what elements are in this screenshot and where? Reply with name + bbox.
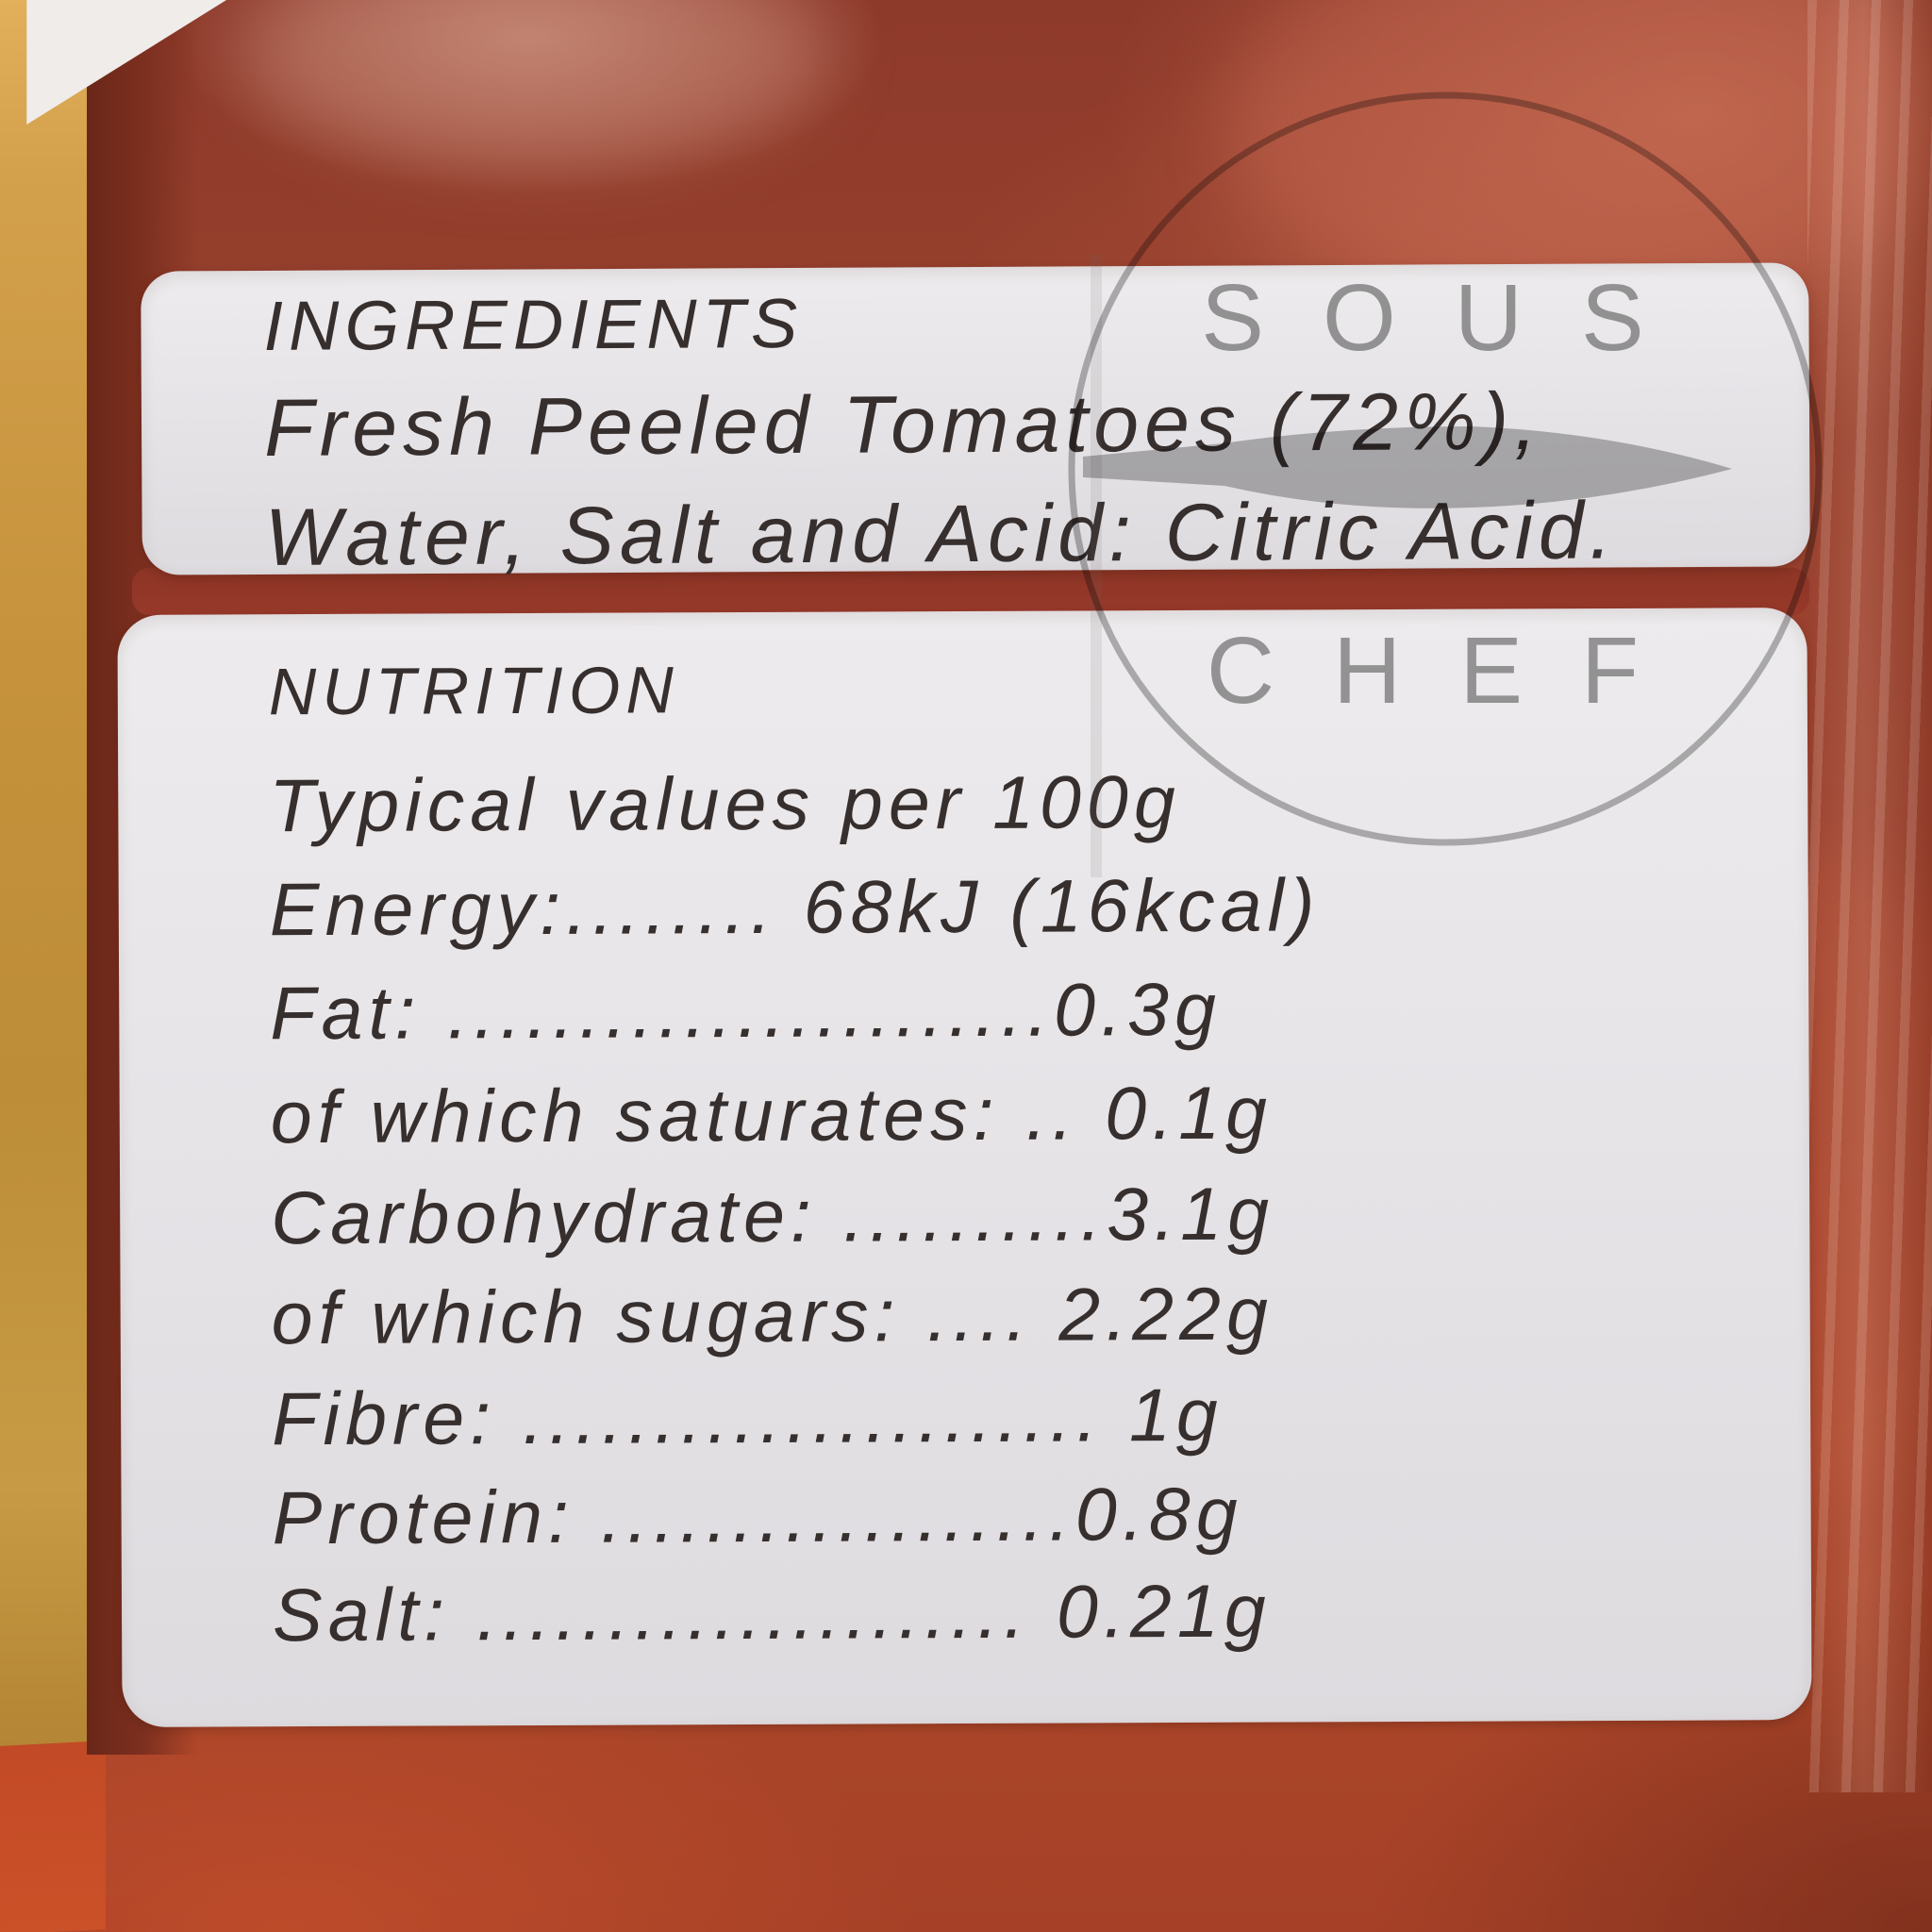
nutrition-row-fat: Fat: .......................0.3g bbox=[270, 966, 1223, 1056]
ingredients-sticker: INGREDIENTS Fresh Peeled Tomatoes (72%),… bbox=[141, 262, 1810, 583]
nutrition-row-fibre: Fibre: ...................... 1g bbox=[271, 1372, 1224, 1461]
nutrition-row-energy: Energy:........ 68kJ (16kcal) bbox=[269, 862, 1321, 952]
nutrition-row-sugars: of which sugars: .... 2.22g bbox=[271, 1271, 1274, 1360]
tomato-highlight bbox=[245, 0, 830, 170]
gold-band-bottom bbox=[0, 1740, 106, 1932]
nutrition-subtitle: Typical values per 100g bbox=[269, 758, 1182, 848]
nutrition-sticker: NUTRITION Typical values per 100g Energy… bbox=[117, 608, 1812, 1727]
nutrition-row-protein: Protein: ..................0.8g bbox=[272, 1471, 1243, 1560]
ingredients-title: INGREDIENTS bbox=[263, 283, 804, 365]
plastic-crease bbox=[1091, 255, 1102, 877]
nutrition-row-salt: Salt: ..................... 0.21g bbox=[272, 1568, 1272, 1657]
nutrition-row-carbohydrate: Carbohydrate: ..........3.1g bbox=[271, 1171, 1275, 1260]
plastic-glare bbox=[1807, 0, 1932, 1792]
ingredients-line: Fresh Peeled Tomatoes (72%), bbox=[263, 375, 1543, 474]
nutrition-title: NUTRITION bbox=[268, 653, 680, 729]
nutrition-row-saturates: of which saturates: .. 0.1g bbox=[270, 1070, 1274, 1159]
gold-band bbox=[0, 0, 92, 1751]
ingredients-line: Water, Salt and Acid: Citric Acid. bbox=[264, 485, 1618, 583]
